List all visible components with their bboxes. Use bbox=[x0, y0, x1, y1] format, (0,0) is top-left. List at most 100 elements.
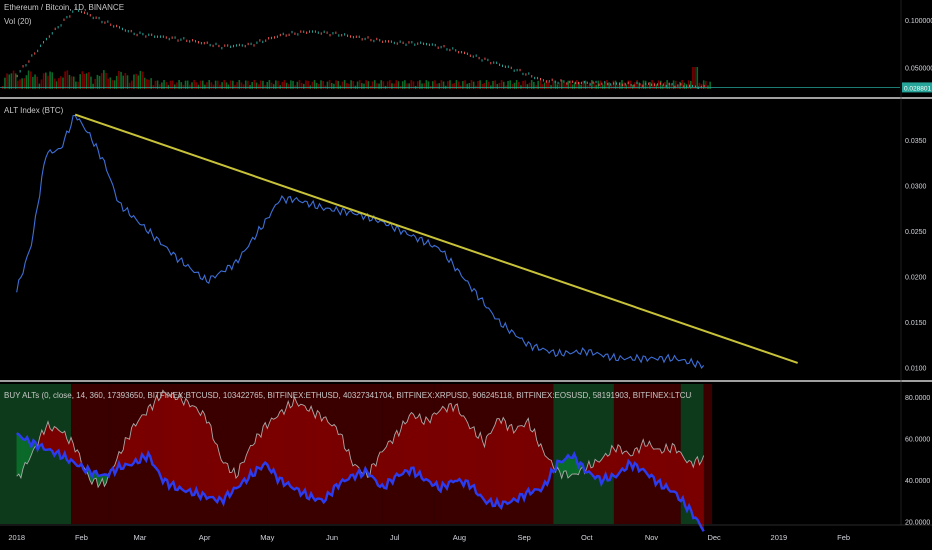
price-candle bbox=[510, 66, 512, 70]
volume-bar bbox=[212, 84, 215, 89]
price-candle bbox=[598, 83, 600, 87]
oscillator-fill bbox=[304, 405, 308, 499]
volume-bar bbox=[423, 83, 425, 89]
oscillator-fill bbox=[427, 419, 431, 483]
volume-bar bbox=[610, 84, 613, 89]
volume-bar bbox=[483, 82, 486, 89]
volume-bar bbox=[586, 84, 589, 89]
volume-bar bbox=[556, 84, 559, 89]
volume-bar bbox=[100, 73, 103, 89]
volume-bar bbox=[694, 67, 696, 89]
volume-bar bbox=[554, 80, 557, 89]
price-candle bbox=[127, 30, 129, 33]
price-candle bbox=[154, 35, 156, 38]
price-candle bbox=[95, 16, 97, 19]
volume-bar bbox=[453, 83, 456, 89]
signal-band bbox=[703, 384, 713, 524]
oscillator-fill bbox=[678, 450, 681, 502]
price-candle bbox=[621, 83, 623, 87]
volume-bar bbox=[690, 80, 692, 89]
price-candle bbox=[674, 85, 676, 89]
buy-alts-legend: BUY ALTs (0, close, 14, 360, 17393650, B… bbox=[4, 391, 692, 400]
oscillator-fill bbox=[152, 401, 155, 467]
alt-index-line bbox=[16, 114, 705, 370]
volume-bar bbox=[397, 81, 400, 89]
price-candle bbox=[428, 43, 430, 47]
oscillator-fill bbox=[540, 443, 544, 492]
oscillator-fill bbox=[193, 405, 197, 495]
price-candle bbox=[382, 40, 384, 44]
price-candle bbox=[218, 44, 220, 48]
oscillator-fill bbox=[607, 454, 610, 481]
price-candle bbox=[604, 80, 606, 84]
price-candle bbox=[180, 38, 182, 41]
price-candle bbox=[364, 37, 366, 41]
price-candle bbox=[414, 43, 416, 46]
volume-bar bbox=[509, 80, 511, 89]
price-candle bbox=[306, 31, 308, 34]
volume-bar bbox=[533, 81, 535, 89]
volume-bar bbox=[580, 84, 582, 89]
oscillator-fill bbox=[423, 416, 427, 481]
alt-index-y-tick: 0.0300 bbox=[905, 184, 927, 191]
volume-bar bbox=[60, 76, 62, 89]
oscillator-fill bbox=[425, 416, 429, 481]
price-candle bbox=[434, 43, 436, 47]
alt-index-legend: ALT Index (BTC) bbox=[4, 106, 64, 115]
price-candle bbox=[57, 25, 59, 29]
oscillator-fill bbox=[277, 411, 280, 483]
volume-bar bbox=[146, 79, 148, 89]
price-candle bbox=[119, 26, 121, 29]
price-candle bbox=[589, 83, 591, 86]
volume-bar bbox=[191, 82, 193, 89]
price-candle bbox=[542, 79, 544, 82]
volume-bar bbox=[40, 79, 43, 89]
oscillator-fill bbox=[131, 423, 134, 466]
oscillator-fill bbox=[298, 403, 301, 496]
price-candle bbox=[694, 85, 696, 88]
price-candle bbox=[519, 68, 521, 72]
price-candle bbox=[48, 35, 50, 38]
oscillator-fill bbox=[538, 443, 541, 492]
volume-bar bbox=[625, 84, 628, 89]
buy-alts-y-tick: 80.0000 bbox=[905, 395, 930, 402]
oscillator-fill bbox=[411, 412, 414, 469]
oscillator-fill bbox=[344, 447, 347, 482]
oscillator-fill bbox=[450, 403, 454, 483]
oscillator-fill bbox=[202, 409, 205, 496]
oscillator-fill bbox=[461, 415, 464, 486]
oscillator-fill bbox=[511, 424, 514, 502]
volume-bar bbox=[96, 74, 99, 89]
volume-bar bbox=[647, 84, 649, 89]
volume-bar bbox=[277, 80, 279, 89]
volume-bar bbox=[14, 73, 17, 89]
trendline bbox=[74, 113, 799, 364]
price-candle bbox=[390, 40, 392, 43]
volume-bar bbox=[492, 80, 494, 89]
volume-bar bbox=[275, 80, 277, 89]
oscillator-fill bbox=[444, 407, 448, 490]
price-candle bbox=[98, 16, 100, 20]
price-candle bbox=[28, 60, 30, 63]
oscillator-fill bbox=[273, 417, 276, 475]
price-candle bbox=[496, 61, 498, 64]
buy-alts-y-tick: 20.0000 bbox=[905, 520, 930, 527]
volume-bar bbox=[524, 80, 527, 89]
oscillator-fill bbox=[158, 396, 162, 477]
volume-bar bbox=[311, 81, 314, 89]
oscillator-fill bbox=[381, 449, 385, 489]
volume-bar bbox=[494, 80, 496, 89]
volume-bar bbox=[449, 80, 451, 89]
price-candle bbox=[572, 80, 574, 83]
oscillator-fill bbox=[164, 392, 168, 481]
price-candle bbox=[224, 44, 226, 47]
oscillator-fill bbox=[271, 417, 274, 474]
volume-bar bbox=[612, 80, 615, 89]
alt-index-y-tick: 0.0250 bbox=[905, 229, 927, 236]
volume-bar bbox=[266, 81, 269, 89]
volume-bar bbox=[371, 81, 374, 89]
volume-bar bbox=[68, 74, 71, 89]
oscillator-fill bbox=[421, 421, 425, 481]
volume-bar bbox=[53, 78, 56, 89]
